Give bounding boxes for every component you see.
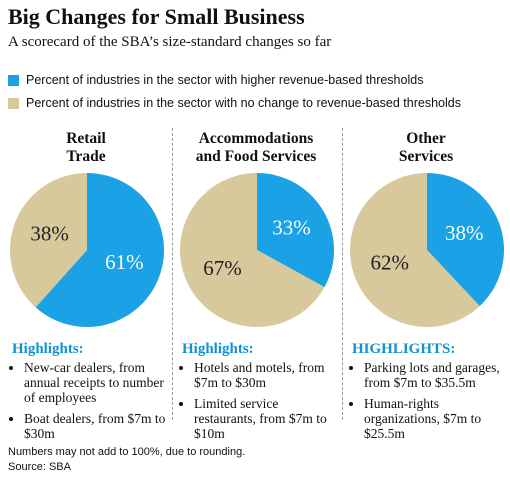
panel: Accommodations and Food Services 33% 67% Hig… <box>172 128 340 441</box>
slice-label: 67% <box>203 256 242 280</box>
pie-title-line: Other <box>406 130 446 147</box>
highlight-item: Boat dealers, from $7m to $30m <box>24 411 170 441</box>
title: Big Changes for Small Business <box>8 4 305 29</box>
highlights-list: Hotels and motels, from $7m to $30m Limit… <box>182 360 340 441</box>
pie-title: Accommodations and Food Services <box>172 130 340 170</box>
highlights-heading: HIGHLIGHTS: <box>352 341 456 357</box>
highlights-list: New-car dealers, from annual receipts to… <box>12 360 170 441</box>
footnote: Numbers may not add to 100%, due to roun… <box>8 446 246 458</box>
legend-label: Percent of industries in the sector with… <box>26 73 424 87</box>
pie-title-line: Retail <box>66 130 106 147</box>
separator <box>172 128 173 420</box>
slice-label: 38% <box>30 222 69 246</box>
legend-entry: Percent of industries in the sector with… <box>8 96 461 110</box>
legend-entry: Percent of industries in the sector with… <box>8 73 423 87</box>
pie-title-line: Services <box>398 148 454 165</box>
slice-label: 33% <box>272 215 311 239</box>
slice-label: 61% <box>105 250 144 274</box>
pie-title-line: and Food Services <box>195 148 317 165</box>
highlights-heading: Highlights: <box>12 341 84 357</box>
pie-slice <box>427 173 504 307</box>
separator <box>342 128 343 420</box>
legend-swatch <box>8 97 19 109</box>
highlight-item: Hotels and motels, from $7m to $30m <box>194 360 340 390</box>
slice-label: 38% <box>445 221 484 245</box>
legend-label: Percent of industries in the sector with… <box>26 96 461 110</box>
highlights-heading: Highlights: <box>182 341 254 357</box>
highlight-item: Human-rights organizations, $7m to $25.5… <box>364 396 510 441</box>
subtitle: A scorecard of the SBA’s size-standard c… <box>8 34 332 50</box>
pie-chart: 61% 38% <box>10 173 164 327</box>
highlight-item: Limited service restaurants, from $7m to… <box>194 396 340 441</box>
highlight-item: Parking lots and garages, from $7m to $3… <box>364 360 510 390</box>
pie-slice <box>35 173 164 327</box>
pie-slice <box>350 173 480 327</box>
pie-title-line: Trade <box>66 148 106 165</box>
highlights-list: Parking lots and garages, from $7m to $3… <box>352 360 510 441</box>
slice-label: 62% <box>371 251 410 275</box>
pie-slice <box>10 173 87 308</box>
legend-swatch <box>8 74 19 86</box>
highlight-item: New-car dealers, from annual receipts to… <box>24 360 170 405</box>
source: Source: SBA <box>8 461 71 473</box>
pie-slice <box>180 173 325 327</box>
pie-title: Other Services <box>342 130 510 170</box>
pie-title-line: Accommodations <box>198 130 314 147</box>
pie-slice <box>257 173 334 288</box>
pie-title: Retail Trade <box>2 130 170 170</box>
pie-chart: 33% 67% <box>180 173 334 327</box>
pie-chart: 38% 62% <box>350 173 504 327</box>
